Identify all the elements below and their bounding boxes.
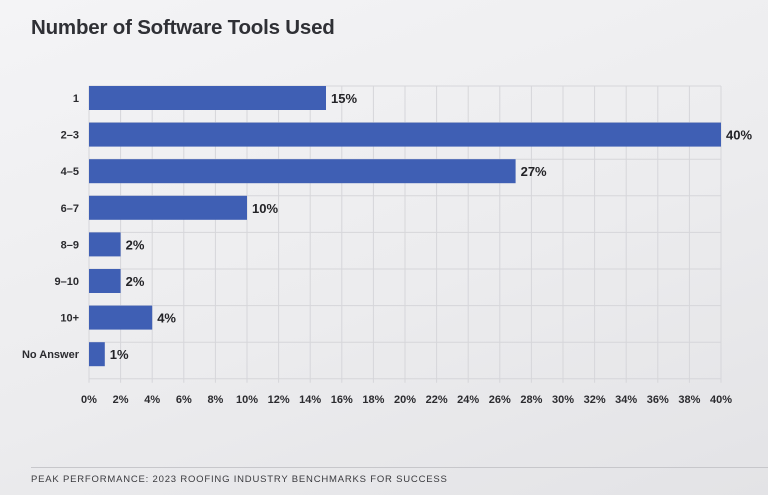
- x-tick-label: 36%: [647, 394, 669, 406]
- x-tick-label: 24%: [457, 394, 479, 406]
- footer-text: Peak Performance: 2023 Roofing Industry …: [31, 474, 448, 485]
- x-tick-label: 18%: [362, 394, 384, 406]
- category-label: 10+: [60, 313, 79, 325]
- bar: [89, 232, 121, 257]
- x-tick-label: 26%: [489, 394, 511, 406]
- x-tick-label: 2%: [113, 394, 129, 406]
- bar: [89, 159, 516, 184]
- bar: [89, 269, 121, 293]
- x-tick-label: 10%: [236, 394, 258, 406]
- category-label: No Answer: [22, 349, 80, 361]
- x-tick-label: 0%: [81, 394, 97, 406]
- x-tick-label: 22%: [426, 394, 448, 406]
- data-label: 10%: [252, 201, 278, 216]
- data-label: 15%: [331, 91, 357, 106]
- x-tick-label: 30%: [552, 394, 574, 406]
- x-tick-label: 20%: [394, 394, 416, 406]
- x-tick-label: 32%: [584, 394, 606, 406]
- x-tick-label: 14%: [299, 394, 321, 406]
- data-label: 27%: [521, 164, 547, 179]
- bar: [89, 342, 105, 367]
- category-label: 9–10: [55, 276, 79, 288]
- x-tick-label: 34%: [615, 394, 637, 406]
- bar: [89, 305, 153, 330]
- x-tick-label: 12%: [268, 394, 290, 406]
- data-label: 1%: [110, 347, 129, 362]
- category-label: 2–3: [61, 130, 79, 142]
- category-label: 1: [73, 93, 79, 105]
- bar: [89, 86, 326, 110]
- bar-chart: 1 15% 2–3 40% 4–5 27% 6–7 10% 8–9 2% 9–10 2% 10+ 4% No…: [22, 85, 752, 406]
- data-label: 4%: [157, 311, 176, 326]
- data-label: 2%: [126, 237, 145, 252]
- x-tick-label: 4%: [144, 394, 160, 406]
- x-tick-label: 6%: [176, 394, 192, 406]
- data-label: 40%: [726, 128, 752, 143]
- bar: [89, 195, 247, 220]
- x-tick-label: 28%: [520, 394, 542, 406]
- x-tick-label: 8%: [207, 394, 223, 406]
- data-label: 2%: [126, 274, 145, 289]
- x-tick-label: 38%: [678, 394, 700, 406]
- category-label: 4–5: [61, 166, 79, 178]
- bar: [89, 122, 721, 147]
- x-tick-label: 40%: [710, 394, 732, 406]
- x-tick-label: 16%: [331, 394, 353, 406]
- category-label: 8–9: [61, 239, 79, 251]
- footer-divider: [31, 467, 768, 468]
- category-label: 6–7: [61, 203, 79, 215]
- chart-title: Number of Software Tools Used: [31, 16, 335, 39]
